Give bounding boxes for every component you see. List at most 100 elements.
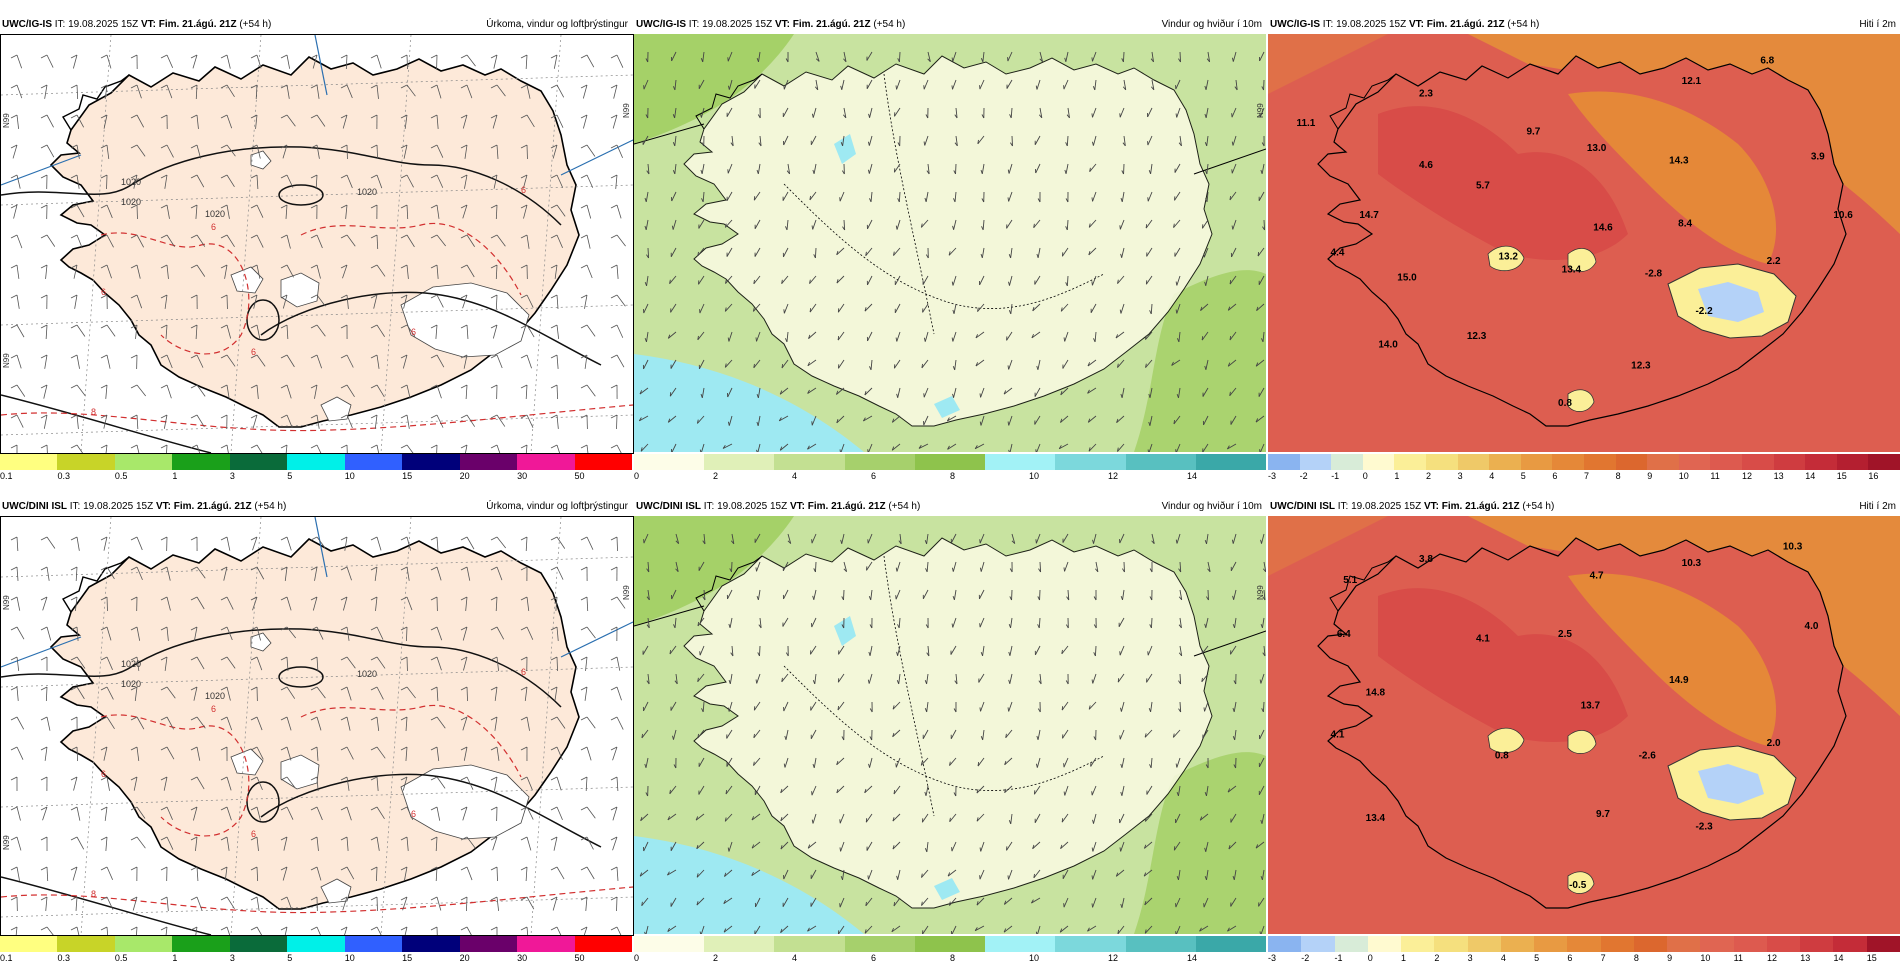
colorbar-tick: 0.1	[0, 471, 13, 481]
temperature-label: 10.3	[1682, 558, 1702, 569]
wind-arrow-head	[980, 393, 981, 397]
lead-time: (+54 h)	[1522, 501, 1554, 512]
colorbar-tick: 4	[1489, 471, 1494, 481]
colorbar-swatch	[1331, 454, 1363, 470]
wind-arrow-head	[838, 706, 839, 710]
map-canvas	[634, 34, 1266, 452]
colorbar-swatch	[1868, 454, 1900, 470]
colorbar-swatch	[1126, 454, 1197, 470]
vt-label: VT:	[156, 501, 171, 512]
colorbar-swatch	[634, 454, 705, 470]
precip-label: 6	[521, 667, 526, 677]
temperature-label: -2.2	[1695, 306, 1713, 317]
temperature-label: -2.8	[1645, 268, 1663, 279]
wind-arrow	[1151, 618, 1152, 628]
panel-title: Hiti í 2m	[1859, 500, 1896, 514]
colorbar-tick: 3	[1468, 953, 1473, 963]
isobar-label: 1020	[205, 209, 225, 219]
wind-arrow-head	[922, 364, 923, 368]
colorbar-swatch	[1458, 454, 1490, 470]
vt-label: VT:	[1409, 19, 1424, 30]
colorbar-tick: 15	[1837, 471, 1847, 481]
temperature-label: 9.7	[1526, 126, 1540, 137]
temperature-label: 5.7	[1476, 181, 1490, 192]
wind-arrow-head	[756, 567, 757, 571]
colorbar-swatch	[985, 454, 1056, 470]
colorbar-tick: 10	[345, 953, 355, 963]
temperature-label: 6.8	[1760, 55, 1774, 66]
colorbar-tick: 5	[1534, 953, 1539, 963]
wind-barb	[406, 627, 407, 641]
temperature-label: 3.9	[1811, 151, 1825, 162]
colorbar-swatch	[704, 454, 775, 470]
forecast-panel: UWC/DINI ISL IT: 19.08.2025 15Z VT: Fim.…	[1268, 500, 1900, 970]
colorbar-tick: 50	[575, 953, 585, 963]
temperature-label: 4.6	[1419, 160, 1433, 171]
lead-time: (+54 h)	[888, 501, 920, 512]
colorbar-tick: 1	[1401, 953, 1406, 963]
colorbar-swatch	[517, 454, 575, 470]
precip-label: 6	[411, 809, 416, 819]
temperature-label: 5.1	[1343, 575, 1357, 586]
colorbar-tick: 2	[713, 953, 718, 963]
wind-arrow-head	[1034, 874, 1035, 878]
wind-arrow-head	[1092, 281, 1093, 285]
isobar-label: 1020	[357, 669, 377, 679]
temperature-label: 4.0	[1805, 621, 1819, 632]
colorbar-tick: 0.1	[0, 953, 13, 963]
precip-label: 6	[521, 185, 526, 195]
colorbar-swatch	[1196, 454, 1267, 470]
wind-arrow-head	[894, 790, 895, 794]
temperature-label: 11.1	[1296, 118, 1315, 129]
colorbar-tick: 13	[1774, 471, 1784, 481]
temperature-label: 13.4	[1366, 813, 1386, 824]
temperature-label: 0.8	[1495, 750, 1509, 761]
wind-arrow-head	[896, 85, 897, 89]
panel-header: UWC/DINI ISL IT: 19.08.2025 15Z VT: Fim.…	[0, 500, 632, 514]
colorbar-tick: 6	[1552, 471, 1557, 481]
wind-arrow-head	[642, 734, 643, 738]
forecast-panel: UWC/IG-IS IT: 19.08.2025 15Z VT: Fim. 21…	[1268, 18, 1900, 488]
wind-arrow-head	[1258, 252, 1259, 256]
model-name: UWC/DINI ISL	[1270, 501, 1335, 512]
panel-header: UWC/IG-IS IT: 19.08.2025 15Z VT: Fim. 21…	[0, 18, 632, 32]
wind-arrow-head	[978, 140, 979, 144]
colorbar-tick: 14	[1187, 953, 1197, 963]
it-value: 19.08.2025 15Z	[1351, 501, 1421, 512]
colorbar-tick: 9	[1647, 471, 1652, 481]
forecast-panel: UWC/DINI ISL IT: 19.08.2025 15Z VT: Fim.…	[634, 500, 1266, 970]
colorbar-swatch	[1055, 454, 1126, 470]
panel-title: Úrkoma, vindur og loftþrýstingur	[486, 18, 628, 32]
colorbar-swatch	[1300, 454, 1332, 470]
colorbar-tick: 14	[1833, 953, 1843, 963]
temperature-label: 3.8	[1419, 554, 1433, 565]
wind-arrow-head	[840, 847, 841, 851]
vt-value: Fim. 21.ágú. 21Z	[174, 501, 252, 512]
it-label: IT:	[70, 501, 81, 512]
temperature-label: 14.3	[1669, 156, 1689, 167]
temperature-label: 9.7	[1596, 809, 1610, 820]
colorbar-swatch	[1710, 454, 1742, 470]
wind-arrow-head	[894, 902, 895, 906]
colorbar-tick: 10	[1029, 953, 1039, 963]
isobar-label: 1020	[357, 187, 377, 197]
vt-value: Fim. 21.ágú. 21Z	[808, 501, 886, 512]
grid-label-left: N99	[2, 835, 11, 850]
model-name: UWC/IG-IS	[636, 19, 686, 30]
vt-value: Fim. 21.ágú. 21Z	[1442, 501, 1520, 512]
vt-value: Fim. 21.ágú. 21Z	[793, 19, 871, 30]
temperature-label: 12.3	[1467, 331, 1487, 342]
forecast-panel: UWC/IG-IS IT: 19.08.2025 15Z VT: Fim. 21…	[0, 18, 632, 488]
wind-arrow-head	[1092, 903, 1093, 907]
colorbar-tick: 3	[1458, 471, 1463, 481]
grid-label-left: N99	[2, 353, 11, 368]
vt-value: Fim. 21.ágú. 21Z	[159, 19, 237, 30]
colorbar-swatch	[1552, 454, 1584, 470]
colorbar-swatch	[915, 454, 986, 470]
colorbar-swatch	[172, 454, 230, 470]
colorbar-tick: -3	[1268, 953, 1276, 963]
